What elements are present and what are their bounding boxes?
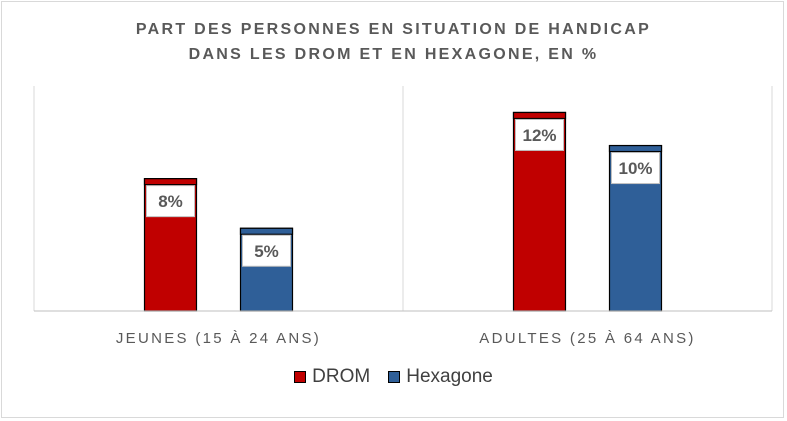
legend-swatch-hexagone bbox=[388, 371, 401, 383]
legend-item-hexagone: Hexagone bbox=[388, 366, 493, 388]
legend-label-drom: DROM bbox=[312, 366, 371, 387]
data-label-box-hexagone-0 bbox=[242, 234, 291, 267]
legend-label-hexagone: Hexagone bbox=[406, 366, 493, 387]
data-label-box-hexagone-1 bbox=[611, 152, 660, 185]
data-label-box-drom-1 bbox=[515, 118, 564, 151]
x-axis-tick-label-0: JEUNES (15 À 24 ANS) bbox=[116, 330, 321, 347]
data-label-drom-0: 8% bbox=[158, 192, 183, 211]
bar-cap-drom-1 bbox=[512, 111, 567, 120]
chart-subtitle: DANS LES DROM ET EN HEXAGONE, EN % bbox=[188, 46, 599, 63]
bar-cap-drom-0 bbox=[143, 178, 198, 186]
chart-title: PART DES PERSONNES EN SITUATION DE HANDI… bbox=[135, 21, 652, 38]
data-label-hexagone-1: 10% bbox=[618, 159, 652, 178]
bar-cap-hexagone-1 bbox=[608, 144, 663, 153]
x-axis-tick-label-1: ADULTES (25 À 64 ANS) bbox=[479, 330, 695, 347]
data-label-hexagone-0: 5% bbox=[254, 242, 279, 261]
bar-cap-hexagone-0 bbox=[239, 227, 294, 235]
legend-item-drom: DROM bbox=[294, 366, 370, 388]
data-label-box-drom-0 bbox=[146, 185, 195, 218]
data-label-drom-1: 12% bbox=[522, 126, 556, 145]
legend-swatch-drom bbox=[294, 371, 307, 383]
legend: DROM Hexagone bbox=[0, 366, 787, 388]
